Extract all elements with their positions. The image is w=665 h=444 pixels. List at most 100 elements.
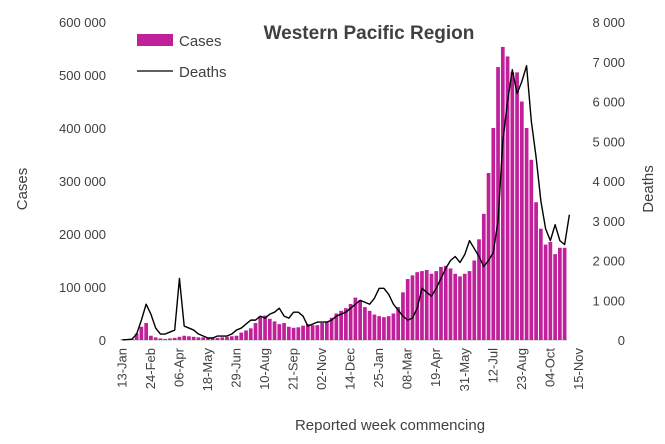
cases-bar	[149, 335, 153, 340]
cases-bar	[448, 268, 453, 340]
cases-bar	[158, 338, 163, 340]
cases-bar	[177, 336, 182, 340]
cases-bar	[220, 337, 225, 340]
cases-bar	[391, 313, 396, 340]
cases-bar	[315, 325, 320, 340]
cases-bar	[272, 321, 277, 340]
cases-bar	[139, 326, 144, 340]
x-tick-label: 04-Oct	[542, 348, 557, 387]
chart-title: Western Pacific Region	[264, 23, 475, 44]
cases-bar	[372, 314, 377, 340]
cases-bar	[153, 337, 158, 340]
cases-bar	[439, 266, 443, 340]
cases-bar	[538, 228, 543, 340]
cases-bar	[558, 247, 562, 340]
cases-bar	[172, 337, 177, 340]
x-tick-label: 08-Mar	[400, 347, 415, 389]
cases-bar	[191, 336, 196, 340]
cases-bar	[144, 323, 149, 340]
cases-bar	[382, 317, 386, 340]
cases-bar	[462, 273, 467, 340]
deaths-line	[122, 65, 571, 341]
x-tick-label: 12-Jul	[485, 348, 500, 384]
x-axis: 13-Jan 24-Feb 06-Apr 18-May 29-Jun 10-Aug 21-S…	[114, 347, 586, 391]
y2-tick-label: 6 000	[592, 95, 625, 110]
cases-bar	[206, 337, 210, 340]
cases-bar	[515, 72, 519, 340]
cases-bar	[386, 316, 391, 340]
cases-bar	[291, 327, 296, 340]
cases-bar	[267, 318, 272, 340]
cases-bar	[477, 239, 481, 340]
y2-tick-label: 1 000	[592, 293, 625, 308]
cases-bar	[344, 308, 348, 340]
legend-label-deaths: Deaths	[179, 64, 227, 81]
cases-bar	[187, 336, 191, 340]
cases-bar	[196, 337, 201, 340]
cases-bar	[486, 173, 491, 340]
x-tick-label: 31-May	[457, 348, 472, 392]
cases-bar	[325, 321, 329, 340]
cases-bar	[339, 310, 343, 340]
y2-tick-label: 3 000	[592, 214, 625, 229]
cases-bar	[524, 128, 529, 340]
x-tick-label: 18-May	[200, 348, 215, 392]
cases-bar	[134, 333, 139, 340]
cases-bar	[543, 244, 548, 340]
cases-bar	[239, 332, 244, 340]
cases-bar	[305, 324, 310, 340]
cases-bar	[467, 271, 472, 340]
legend: Cases Deaths	[137, 33, 227, 81]
cases-bar	[491, 128, 496, 340]
x-tick-label: 02-Nov	[314, 348, 329, 390]
y-axis-right: 0 1 000 2 000 3 000 4 000 5 000 6 000 7 000 8 00…	[592, 15, 625, 348]
cases-bar	[263, 315, 267, 340]
y2-axis-title: Deaths	[640, 165, 657, 213]
y-tick-label: 300 000	[59, 174, 106, 189]
x-tick-label: 29-Jun	[229, 348, 244, 388]
x-tick-label: 19-Apr	[428, 347, 443, 387]
cases-bar	[534, 202, 538, 340]
cases-bar	[529, 159, 534, 340]
x-tick-label: 13-Jan	[114, 348, 129, 388]
cases-bar	[225, 336, 229, 340]
cases-bar	[253, 323, 258, 340]
cases-bar	[458, 276, 462, 340]
y2-tick-label: 4 000	[592, 174, 625, 189]
cases-bar	[405, 279, 410, 340]
y2-tick-label: 7 000	[592, 55, 625, 70]
y-tick-label: 400 000	[59, 121, 106, 136]
cases-bar	[420, 271, 424, 340]
y2-tick-label: 8 000	[592, 15, 625, 30]
x-tick-label: 23-Aug	[514, 348, 529, 390]
cases-bar	[348, 303, 353, 340]
cases-bar	[334, 313, 339, 340]
cases-bar	[396, 307, 401, 340]
legend-swatch-cases	[137, 34, 173, 46]
cases-bar	[453, 273, 458, 340]
cases-bar	[248, 328, 253, 340]
y-tick-label: 600 000	[59, 15, 106, 30]
cases-bar	[120, 339, 125, 340]
x-tick-label: 21-Sep	[286, 348, 301, 390]
cases-bar	[168, 338, 172, 340]
cases-bar	[282, 323, 286, 340]
y2-tick-label: 0	[618, 333, 625, 348]
cases-bar	[553, 254, 557, 340]
cases-bar	[434, 271, 439, 340]
y-tick-label: 0	[99, 333, 106, 348]
x-tick-label: 24-Feb	[143, 348, 158, 389]
x-tick-label: 10-Aug	[257, 348, 272, 390]
cases-bar	[320, 323, 324, 340]
cases-bar	[496, 67, 500, 341]
cases-bar	[277, 324, 282, 340]
x-tick-label: 15-Nov	[571, 348, 586, 390]
cases-bar	[301, 325, 305, 340]
cases-bar	[377, 316, 382, 340]
cases-bar	[500, 46, 505, 340]
y-tick-label: 500 000	[59, 68, 106, 83]
cases-bar	[429, 273, 434, 340]
cases-bar	[182, 335, 187, 340]
cases-bar	[229, 336, 234, 340]
